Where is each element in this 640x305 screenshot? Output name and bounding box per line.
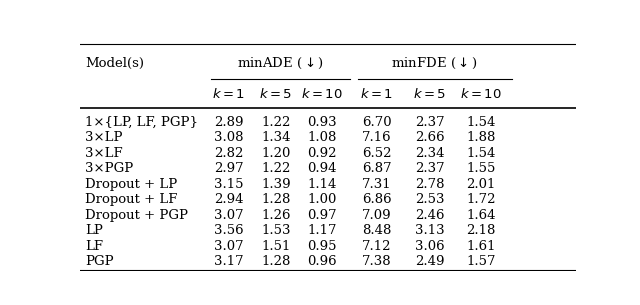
Text: 1×{LP, LF, PGP}: 1×{LP, LF, PGP} [85,116,198,129]
Text: 2.49: 2.49 [415,255,444,268]
Text: 6.52: 6.52 [362,147,391,160]
Text: 6.87: 6.87 [362,162,392,175]
Text: 2.37: 2.37 [415,116,445,129]
Text: 1.64: 1.64 [466,209,495,222]
Text: 7.16: 7.16 [362,131,392,144]
Text: Dropout + PGP: Dropout + PGP [85,209,188,222]
Text: 1.72: 1.72 [466,193,495,206]
Text: Dropout + LP: Dropout + LP [85,178,177,191]
Text: 1.54: 1.54 [466,116,495,129]
Text: 6.86: 6.86 [362,193,392,206]
Text: 1.39: 1.39 [261,178,291,191]
Text: 1.14: 1.14 [307,178,337,191]
Text: 1.00: 1.00 [307,193,337,206]
Text: 0.94: 0.94 [307,162,337,175]
Text: minFDE ($\downarrow$): minFDE ($\downarrow$) [391,56,478,71]
Text: 3.07: 3.07 [214,209,244,222]
Text: 1.20: 1.20 [261,147,291,160]
Text: LF: LF [85,240,103,253]
Text: 2.97: 2.97 [214,162,244,175]
Text: 2.89: 2.89 [214,116,244,129]
Text: 0.95: 0.95 [307,240,337,253]
Text: 1.22: 1.22 [261,116,291,129]
Text: LP: LP [85,224,103,237]
Text: 0.97: 0.97 [307,209,337,222]
Text: $k = 1$: $k = 1$ [212,87,245,101]
Text: 3.13: 3.13 [415,224,445,237]
Text: 3.06: 3.06 [415,240,445,253]
Text: $k = 5$: $k = 5$ [259,87,292,101]
Text: 7.12: 7.12 [362,240,391,253]
Text: $k = 1$: $k = 1$ [360,87,393,101]
Text: $k = 5$: $k = 5$ [413,87,446,101]
Text: Model(s): Model(s) [85,57,144,70]
Text: 1.51: 1.51 [261,240,291,253]
Text: 0.93: 0.93 [307,116,337,129]
Text: 1.54: 1.54 [466,147,495,160]
Text: 6.70: 6.70 [362,116,392,129]
Text: 1.57: 1.57 [466,255,495,268]
Text: $k = 10$: $k = 10$ [301,87,343,101]
Text: $k = 10$: $k = 10$ [460,87,502,101]
Text: 7.38: 7.38 [362,255,392,268]
Text: 0.92: 0.92 [307,147,337,160]
Text: 2.46: 2.46 [415,209,444,222]
Text: 2.94: 2.94 [214,193,244,206]
Text: 2.01: 2.01 [466,178,495,191]
Text: 1.53: 1.53 [261,224,291,237]
Text: 3.56: 3.56 [214,224,244,237]
Text: Dropout + LF: Dropout + LF [85,193,177,206]
Text: 1.61: 1.61 [466,240,495,253]
Text: 1.08: 1.08 [307,131,337,144]
Text: 2.53: 2.53 [415,193,444,206]
Text: 3×PGP: 3×PGP [85,162,133,175]
Text: 0.96: 0.96 [307,255,337,268]
Text: 1.28: 1.28 [261,255,291,268]
Text: 2.18: 2.18 [466,224,495,237]
Text: 3.07: 3.07 [214,240,244,253]
Text: 1.88: 1.88 [466,131,495,144]
Text: 1.26: 1.26 [261,209,291,222]
Text: 3.17: 3.17 [214,255,244,268]
Text: 2.78: 2.78 [415,178,444,191]
Text: 1.34: 1.34 [261,131,291,144]
Text: PGP: PGP [85,255,113,268]
Text: 1.28: 1.28 [261,193,291,206]
Text: 3.08: 3.08 [214,131,244,144]
Text: 7.09: 7.09 [362,209,392,222]
Text: 2.37: 2.37 [415,162,445,175]
Text: 1.22: 1.22 [261,162,291,175]
Text: 2.34: 2.34 [415,147,444,160]
Text: 2.66: 2.66 [415,131,445,144]
Text: minADE ($\downarrow$): minADE ($\downarrow$) [237,56,324,71]
Text: 2.82: 2.82 [214,147,243,160]
Text: 3×LP: 3×LP [85,131,122,144]
Text: 1.55: 1.55 [466,162,495,175]
Text: 3.15: 3.15 [214,178,244,191]
Text: 8.48: 8.48 [362,224,391,237]
Text: 3×LF: 3×LF [85,147,123,160]
Text: 7.31: 7.31 [362,178,392,191]
Text: 1.17: 1.17 [307,224,337,237]
